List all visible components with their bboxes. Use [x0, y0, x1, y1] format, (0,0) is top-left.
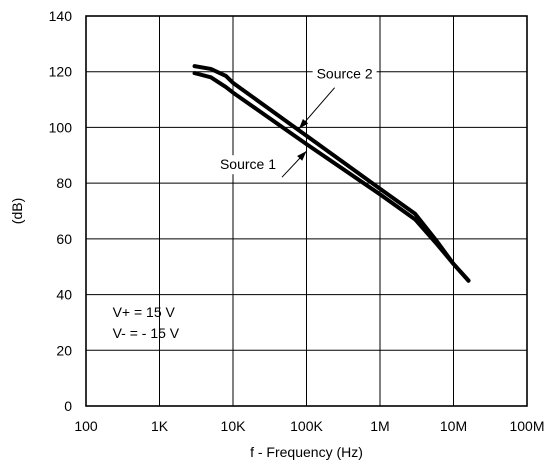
- annotation-text: V+ = 15 V: [113, 304, 176, 320]
- y-tick-labels: 0 20 40 60 80 100 120 140: [49, 8, 73, 414]
- plot-frame: [85, 15, 528, 407]
- series-line-source-1: [192, 71, 471, 283]
- series-layer: [192, 64, 471, 283]
- y-tick-label: 80: [56, 175, 72, 191]
- x-tick-label: 100M: [509, 418, 544, 434]
- x-tick-labels: 100 1K 10K 100K 1M 10M 100M: [74, 418, 544, 434]
- x-axis-label: f - Frequency (Hz): [250, 444, 363, 460]
- annotation-text: Source 1: [220, 156, 276, 172]
- series-line-source-2: [192, 64, 471, 283]
- x-tick-label: 1M: [370, 418, 389, 434]
- annotation-arrowhead: [298, 118, 309, 129]
- annotation-text: Source 2: [317, 66, 373, 82]
- x-tick-label: 100: [74, 418, 98, 434]
- y-tick-label: 120: [49, 64, 73, 80]
- x-tick-label: 10K: [221, 418, 247, 434]
- annotation-label-background: [312, 64, 377, 84]
- y-tick-label: 100: [49, 119, 73, 135]
- y-tick-label: 20: [56, 342, 72, 358]
- x-tick-label: 100K: [290, 418, 323, 434]
- annotation-text: V- = - 15 V: [113, 325, 180, 341]
- y-tick-label: 0: [64, 398, 72, 414]
- annotations-layer: Source 2 Source 1 V+ = 15 V V- = - 15 V: [113, 64, 377, 341]
- x-tick-label: 1K: [151, 418, 169, 434]
- y-tick-label: 140: [49, 8, 73, 24]
- x-tick-label: 10M: [440, 418, 467, 434]
- y-tick-label: 40: [56, 287, 72, 303]
- y-axis-label: (dB): [9, 198, 25, 224]
- y-tick-label: 60: [56, 231, 72, 247]
- grid-lines: [85, 15, 528, 407]
- annotation-arrowhead: [297, 151, 307, 161]
- annotation-label-background: [216, 155, 281, 175]
